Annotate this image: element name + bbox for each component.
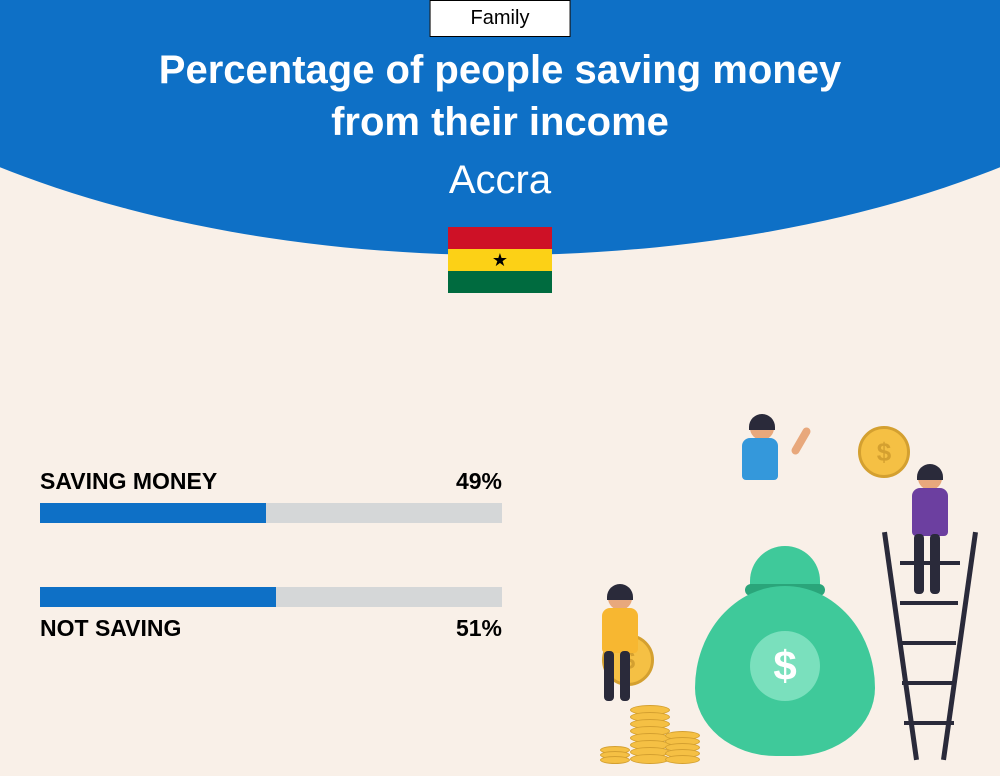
bar-labels: SAVING MONEY 49%	[40, 468, 502, 495]
flag-stripe-red	[448, 227, 552, 249]
title-line-1: Percentage of people saving money	[0, 44, 1000, 96]
flag-star-icon: ★	[492, 251, 508, 269]
bar-fill	[40, 587, 276, 607]
person-icon	[900, 466, 960, 666]
bar-group-saving: SAVING MONEY 49%	[40, 468, 502, 523]
bar-track	[40, 503, 502, 523]
money-bag-icon: $	[695, 546, 875, 756]
bar-value: 49%	[456, 468, 502, 495]
bar-fill	[40, 503, 266, 523]
flag-stripe-yellow: ★	[448, 249, 552, 271]
dollar-icon: $	[750, 631, 820, 701]
title-line-2: from their income	[0, 96, 1000, 148]
header: Percentage of people saving money from t…	[0, 44, 1000, 203]
savings-illustration: $ $ $	[580, 416, 980, 776]
flag-stripe-green	[448, 271, 552, 293]
coin-stack-icon	[600, 746, 630, 761]
subtitle: Accra	[0, 158, 1000, 203]
bar-track	[40, 587, 502, 607]
bar-group-not-saving: NOT SAVING 51%	[40, 587, 502, 642]
bar-label: SAVING MONEY	[40, 468, 217, 495]
bar-label: NOT SAVING	[40, 615, 181, 642]
category-tag: Family	[430, 0, 571, 37]
bars-section: SAVING MONEY 49% NOT SAVING 51%	[40, 468, 502, 706]
bar-labels: NOT SAVING 51%	[40, 615, 502, 642]
ghana-flag: ★	[448, 227, 552, 293]
bar-value: 51%	[456, 615, 502, 642]
person-icon	[730, 416, 810, 526]
coin-stack-icon	[665, 731, 700, 761]
person-icon	[590, 586, 650, 716]
